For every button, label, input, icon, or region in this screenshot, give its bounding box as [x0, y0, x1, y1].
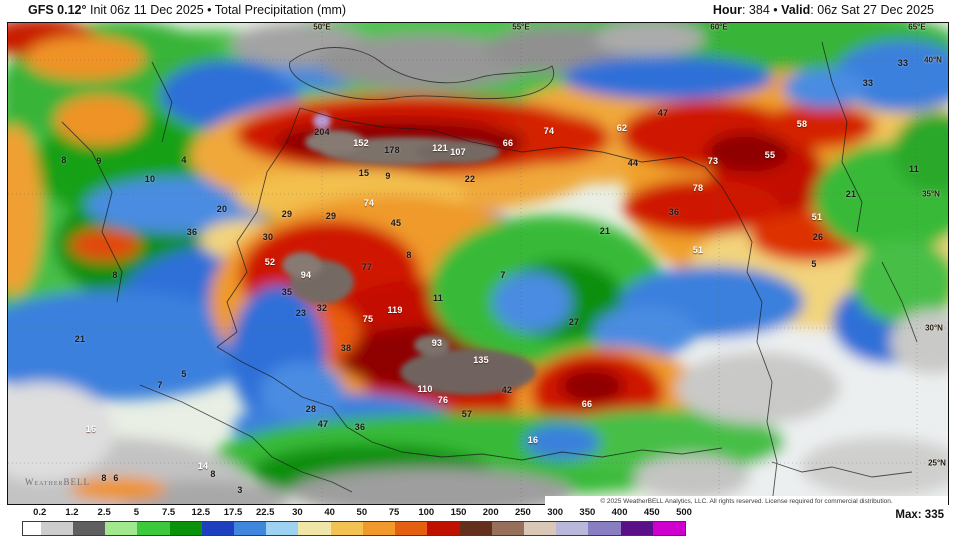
hour-label: Hour: [712, 3, 742, 17]
legend-cell: [137, 522, 170, 535]
legend-tick: 17.5: [223, 507, 243, 518]
legend-cell: [201, 522, 235, 535]
legend: 0.2 1.2 2.5 5 7.5 12.5 17.5 22.5 30 40 50 75 100 150 2…: [0, 505, 960, 540]
legend-tick: 450: [643, 507, 660, 518]
legend-cell: [234, 522, 267, 535]
max-label: Max: [895, 509, 918, 521]
legend-tick: 500: [676, 507, 692, 518]
weatherbell-watermark: WeatherBELL: [25, 477, 90, 487]
legend-cell: [105, 522, 138, 535]
header-valid: Hour: 384 • Valid: 06z Sat 27 Dec 2025: [713, 3, 934, 17]
legend-tick: 300: [547, 507, 564, 518]
legend-cell: [266, 522, 299, 535]
legend-cell: [40, 522, 73, 535]
max-number: : 335: [917, 509, 944, 521]
legend-cell: [459, 522, 492, 535]
legend-ticks: 0.2 1.2 2.5 5 7.5 12.5 17.5 22.5 30 40 50 75 100 150 2…: [0, 507, 960, 519]
legend-cell: [72, 522, 106, 535]
legend-cell: [524, 522, 557, 535]
legend-tick: 12.5: [191, 507, 211, 518]
legend-tick: 30: [292, 507, 303, 518]
init-product-text: Init 06z 11 Dec 2025 • Total Precipitati…: [86, 3, 347, 17]
copyright-text: © 2025 WeatherBELL Analytics, LLC. All r…: [545, 496, 948, 507]
max-value: Max: 335: [895, 509, 944, 521]
legend-tick: 2.5: [97, 507, 111, 518]
legend-cell: [652, 522, 686, 535]
legend-tick: 5: [133, 507, 140, 518]
country-borders: [61, 41, 918, 504]
legend-tick: 22.5: [255, 507, 275, 518]
legend-tick: 1.2: [65, 507, 79, 518]
legend-cell: [491, 522, 524, 535]
graticule: [8, 24, 948, 504]
model-name: GFS 0.12°: [28, 3, 87, 17]
precip-field: [8, 23, 948, 504]
legend-tick: 50: [356, 507, 368, 518]
legend-tick: 75: [388, 507, 400, 518]
legend-tick: 7.5: [161, 507, 176, 518]
legend-cell: [427, 522, 460, 535]
valid-value: : 06z Sat 27 Dec 2025: [810, 3, 934, 17]
legend-cell: [169, 522, 202, 535]
legend-tick: 100: [418, 507, 435, 518]
legend-cell: [298, 522, 331, 535]
legend-tick: 40: [324, 507, 335, 518]
legend-tick: 150: [450, 507, 467, 518]
legend-tick: 250: [514, 507, 531, 518]
header-title: GFS 0.12° Init 06z 11 Dec 2025 • Total P…: [28, 3, 346, 17]
legend-cell: [362, 522, 396, 535]
legend-tick: 200: [482, 507, 499, 518]
legend-cell: [395, 522, 428, 535]
legend-tick: 400: [611, 507, 628, 518]
legend-tick: 0.2: [33, 507, 47, 518]
header-bar: GFS 0.12° Init 06z 11 Dec 2025 • Total P…: [0, 0, 960, 22]
legend-cell: [556, 522, 589, 535]
legend-cell: [330, 522, 363, 535]
legend-colorbar: [22, 521, 686, 536]
legend-tick: 350: [579, 507, 596, 518]
hour-value: : 384 •: [741, 3, 782, 17]
map-area: [7, 22, 949, 505]
legend-cell: [588, 522, 621, 535]
valid-label: Valid: [781, 3, 811, 17]
legend-cell: [620, 522, 653, 535]
legend-cell: [23, 522, 41, 535]
